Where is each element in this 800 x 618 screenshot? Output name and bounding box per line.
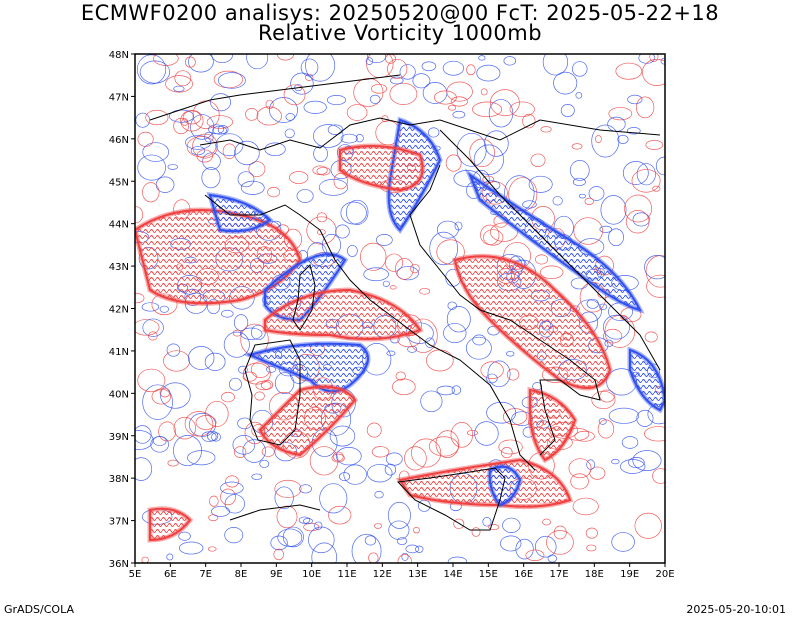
positive-vorticity-band (258, 385, 357, 457)
x-tick-label: 9E (270, 569, 283, 580)
x-tick-label: 17E (549, 569, 568, 580)
positive-vorticity-band (339, 145, 424, 192)
coastlines (149, 74, 661, 531)
y-tick-label: 42N (109, 305, 129, 316)
x-tick-label: 18E (585, 569, 604, 580)
y-tick-label: 46N (109, 135, 129, 146)
y-tick-label: 45N (109, 177, 129, 188)
y-tick-label: 43N (109, 262, 129, 273)
positive-vorticity-band (398, 458, 572, 508)
positive-vorticity-band (149, 507, 192, 542)
chart-subtitle: Relative Vorticity 1000mb (257, 21, 543, 45)
x-tick-label: 14E (443, 569, 462, 580)
y-tick-label: 39N (109, 432, 129, 443)
y-tick-label: 41N (109, 347, 129, 358)
positive-vorticity-band (529, 388, 577, 462)
x-tick-label: 8E (235, 569, 248, 580)
y-tick-label: 40N (109, 389, 129, 400)
negative-vorticity-band (467, 172, 642, 312)
chart-title: ECMWF0200 analisys: 20250520@00 FcT: 202… (80, 1, 720, 25)
y-tick-label: 36N (109, 559, 129, 570)
x-tick-label: 5E (129, 569, 142, 580)
negative-vorticity-band (629, 348, 665, 412)
y-tick-label: 44N (109, 220, 129, 231)
positive-vorticity-band (453, 255, 612, 389)
footer-timestamp: 2025-05-20-10:01 (686, 603, 786, 616)
x-tick-label: 12E (373, 569, 392, 580)
y-tick-label: 37N (109, 517, 129, 528)
vorticity-field (135, 54, 665, 563)
positive-vorticity-band (135, 209, 302, 305)
y-tick-label: 48N (109, 50, 129, 61)
y-tick-label: 38N (109, 474, 129, 485)
x-tick-label: 16E (514, 569, 533, 580)
x-tick-label: 11E (337, 569, 356, 580)
x-tick-label: 19E (620, 569, 639, 580)
x-tick-label: 13E (408, 569, 427, 580)
positive-vorticity-band (264, 288, 422, 340)
x-tick-label: 15E (479, 569, 498, 580)
x-tick-label: 20E (655, 569, 674, 580)
x-tick-label: 6E (164, 569, 177, 580)
axes: 5E 6E 7E 8E 9E 10E 11E 12E 13E 14E 15E 16E 17E 18E 19E… (109, 50, 675, 580)
negative-vorticity-band (208, 193, 272, 233)
footer-software-label: GrADS/COLA (4, 603, 74, 616)
plot-area (135, 54, 665, 563)
x-tick-label: 7E (199, 569, 212, 580)
negative-vorticity-band (488, 465, 522, 507)
x-tick-label: 10E (302, 569, 321, 580)
y-tick-label: 47N (109, 92, 129, 103)
